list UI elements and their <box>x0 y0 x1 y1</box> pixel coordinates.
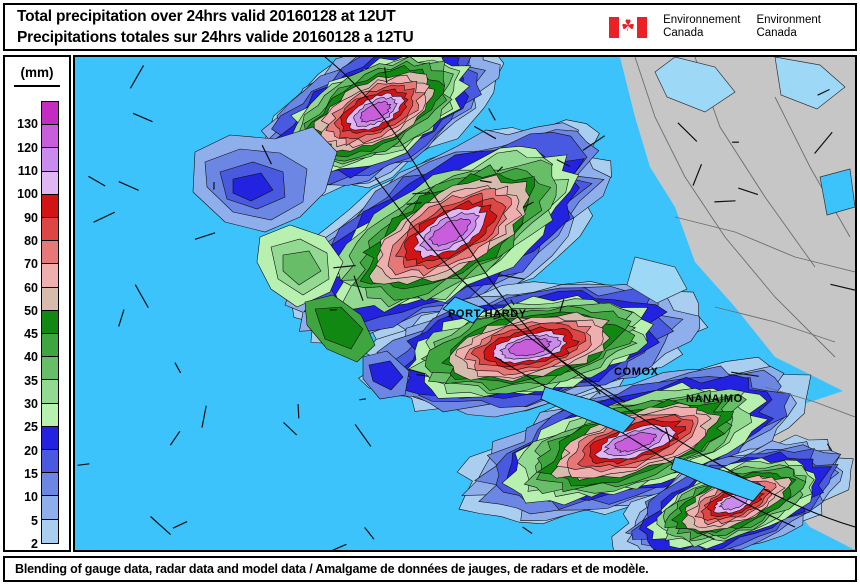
legend-swatch-70 <box>42 241 58 265</box>
legend-tick-60: 60 <box>24 280 38 295</box>
legend-swatch-20 <box>42 426 58 451</box>
legend-swatch-130 <box>42 102 58 126</box>
legend-tick-130: 130 <box>17 117 38 132</box>
legend-tick-10: 10 <box>24 490 38 505</box>
legend-tick-100: 100 <box>17 187 38 202</box>
legend-unit-label: (mm) <box>20 65 54 80</box>
legend-tick-120: 120 <box>17 140 38 155</box>
legend-swatch-35 <box>42 357 58 381</box>
legend-color-swatches <box>41 101 59 544</box>
page-title: Total precipitation over 24hrs valid 201… <box>5 6 414 48</box>
legend-swatch-100 <box>42 171 58 195</box>
legend-swatch-2 <box>42 519 58 543</box>
legend-swatch-40 <box>42 334 58 358</box>
legend-swatch-50 <box>42 287 58 311</box>
flag-bar-left <box>609 16 620 38</box>
title-line-english: Total precipitation over 24hrs valid 201… <box>17 8 396 25</box>
legend-tick-80: 80 <box>24 233 38 248</box>
legend-panel: (mm) 130 120 110 100 90 80 70 60 50 45 40 35 30 25 20 1… <box>3 55 71 552</box>
brand-text-french: Environnement Canada <box>663 14 740 40</box>
legend-swatch-80 <box>42 218 58 242</box>
legend-swatch-30 <box>42 380 58 404</box>
footer-bar: Blending of gauge data, radar data and m… <box>3 556 857 582</box>
legend-swatch-10 <box>42 473 58 497</box>
legend-tick-30: 30 <box>24 397 38 412</box>
legend-swatch-25 <box>42 403 58 427</box>
map-svg <box>75 57 855 550</box>
legend-tick-50: 50 <box>24 303 38 318</box>
legend-tick-90: 90 <box>24 210 38 225</box>
legend-swatch-45 <box>42 310 58 335</box>
legend-swatch-60 <box>42 264 58 288</box>
legend-tick-15: 15 <box>24 467 38 482</box>
legend-tick-2: 2 <box>31 537 38 551</box>
legend-tick-labels: 130 120 110 100 90 80 70 60 50 45 40 35 30 25 20 15 10 5 2 <box>5 101 38 551</box>
legend-tick-5: 5 <box>31 513 38 528</box>
legend-swatch-5 <box>42 496 58 520</box>
title-bar: Total precipitation over 24hrs valid 201… <box>3 3 857 51</box>
brand-fr-line2: Canada <box>663 27 704 39</box>
legend-divider <box>14 85 60 87</box>
brand-en-line1: Environment <box>756 14 821 26</box>
map-canvas <box>75 57 855 550</box>
footer-caption: Blending of gauge data, radar data and m… <box>15 562 649 576</box>
legend-tick-45: 45 <box>24 327 38 342</box>
legend-swatch-90 <box>42 194 58 219</box>
brand-text-english: Environment Canada <box>756 14 821 40</box>
legend-scale: 130 120 110 100 90 80 70 60 50 45 40 35 30 25 20 15 10 5 2 <box>5 101 69 551</box>
legend-tick-25: 25 <box>24 420 38 435</box>
legend-tick-110: 110 <box>17 163 38 178</box>
legend-tick-35: 35 <box>24 373 38 388</box>
precipitation-map[interactable]: PORT HARDY COMOX NANAIMO <box>73 55 857 552</box>
legend-swatch-120 <box>42 125 58 149</box>
brand-en-line2: Canada <box>756 27 797 39</box>
legend-tick-40: 40 <box>24 350 38 365</box>
legend-swatch-15 <box>42 450 58 474</box>
canada-flag-icon: ☘ <box>609 16 648 38</box>
maple-leaf-icon: ☘ <box>620 18 636 35</box>
legend-tick-70: 70 <box>24 257 38 272</box>
legend-tick-20: 20 <box>24 443 38 458</box>
legend-swatch-110 <box>42 148 58 172</box>
flag-bar-right <box>637 16 648 38</box>
brand-block: ☘ Environnement Canada Environment Canad… <box>609 14 855 40</box>
title-line-french: Precipitations totales sur 24hrs valide … <box>17 29 414 46</box>
brand-fr-line1: Environnement <box>663 14 741 26</box>
